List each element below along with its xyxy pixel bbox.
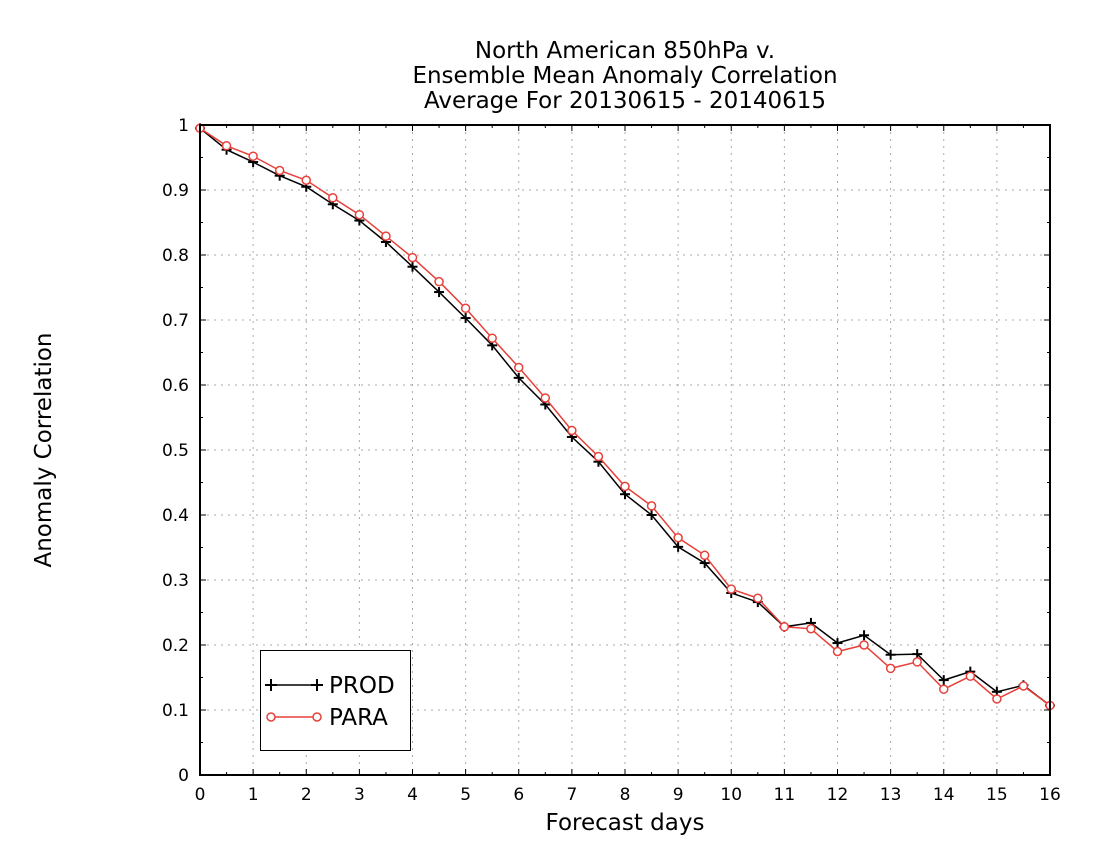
data-point-para	[460, 303, 471, 314]
x-tick-label: 11	[774, 785, 796, 805]
series-line-para	[199, 127, 1051, 707]
series-line-prod	[199, 127, 1051, 707]
data-point-para	[301, 175, 311, 185]
y-tick-label: 0.4	[162, 506, 189, 526]
y-tick-label: 0.9	[162, 181, 189, 201]
y-tick-label: 0.3	[162, 571, 189, 591]
data-point-para	[593, 451, 604, 462]
x-tick-label: 4	[407, 785, 418, 805]
series-para	[195, 123, 1055, 711]
x-tick-label: 12	[827, 785, 849, 805]
data-point-para	[806, 624, 816, 634]
data-point-para	[992, 694, 1002, 704]
legend-para-marker	[312, 712, 322, 722]
data-point-prod	[885, 649, 896, 660]
data-point-para	[726, 584, 736, 594]
tick-layer: 0 1 2 3 4 5 6 7 8 9 10 11 12 13 14 15 1600.10.20.30.40.5…	[162, 116, 1061, 805]
x-tick-label: 2	[301, 785, 312, 805]
y-tick-label: 1	[178, 116, 189, 136]
data-point-para	[540, 393, 551, 403]
data-point-prod	[434, 287, 445, 298]
data-point-para	[487, 333, 497, 343]
y-tick-label: 0	[178, 766, 189, 786]
data-point-para	[1018, 681, 1029, 691]
x-tick-label: 5	[460, 785, 471, 805]
legend: PROD PARA	[260, 650, 411, 751]
data-point-para	[434, 276, 444, 287]
legend-label-prod: PROD	[329, 673, 395, 699]
chart-title-line-2: Ensemble Mean Anomaly Correlation	[412, 63, 838, 89]
data-point-para	[965, 671, 976, 681]
x-tick-label: 14	[933, 785, 955, 805]
data-point-prod	[673, 541, 684, 552]
data-point-para	[274, 165, 285, 176]
data-point-prod	[832, 638, 843, 649]
x-tick-label: 13	[880, 785, 902, 805]
x-tick-label: 3	[354, 785, 365, 805]
data-point-para	[779, 622, 790, 632]
data-point-para	[407, 252, 418, 263]
data-point-para	[673, 533, 683, 543]
chart-title-line-3: Average For 20130615 - 20140615	[423, 88, 827, 114]
data-point-para	[328, 193, 338, 203]
x-tick-label: 8	[620, 785, 631, 805]
data-point-para	[221, 141, 232, 151]
y-tick-label: 0.6	[162, 376, 189, 396]
data-point-para	[354, 209, 365, 220]
data-point-para	[832, 646, 843, 657]
x-tick-label: 10	[720, 785, 742, 805]
data-point-para	[859, 640, 869, 650]
data-point-para	[885, 663, 896, 674]
y-tick-label: 0.1	[162, 701, 189, 721]
y-tick-label: 0.5	[162, 441, 189, 461]
data-point-prod	[513, 372, 524, 383]
data-point-para	[514, 362, 524, 373]
data-point-para	[939, 684, 949, 694]
data-point-para	[699, 550, 710, 561]
x-tick-label: 6	[513, 785, 524, 805]
x-tick-label: 15	[986, 785, 1008, 805]
data-point-prod	[460, 313, 471, 324]
data-point-para	[381, 231, 391, 241]
data-point-para	[753, 593, 763, 603]
y-tick-label: 0.2	[162, 636, 189, 656]
x-axis-title: Forecast days	[545, 810, 705, 836]
legend-para-marker	[266, 712, 276, 722]
y-tick-label: 0.7	[162, 311, 189, 331]
x-tick-label: 1	[248, 785, 259, 805]
x-tick-label: 7	[566, 785, 577, 805]
data-point-para	[248, 151, 258, 161]
x-tick-label: 16	[1039, 785, 1061, 805]
data-point-para	[620, 481, 630, 492]
data-point-para	[912, 657, 922, 667]
y-tick-label: 0.8	[162, 246, 189, 266]
y-axis-title: Anomaly Correlation	[31, 332, 57, 568]
data-point-para	[646, 501, 657, 511]
data-point-para	[567, 425, 577, 436]
x-tick-label: 0	[195, 785, 206, 805]
legend-swatches	[265, 679, 323, 722]
data-point-prod	[859, 630, 870, 641]
data-point-prod	[938, 675, 949, 686]
data-point-prod	[646, 510, 657, 520]
chart-title-line-1: North American 850hPa v.	[474, 38, 776, 64]
x-tick-label: 9	[673, 785, 684, 805]
legend-label-para: PARA	[329, 705, 388, 731]
data-point-prod	[407, 261, 418, 272]
